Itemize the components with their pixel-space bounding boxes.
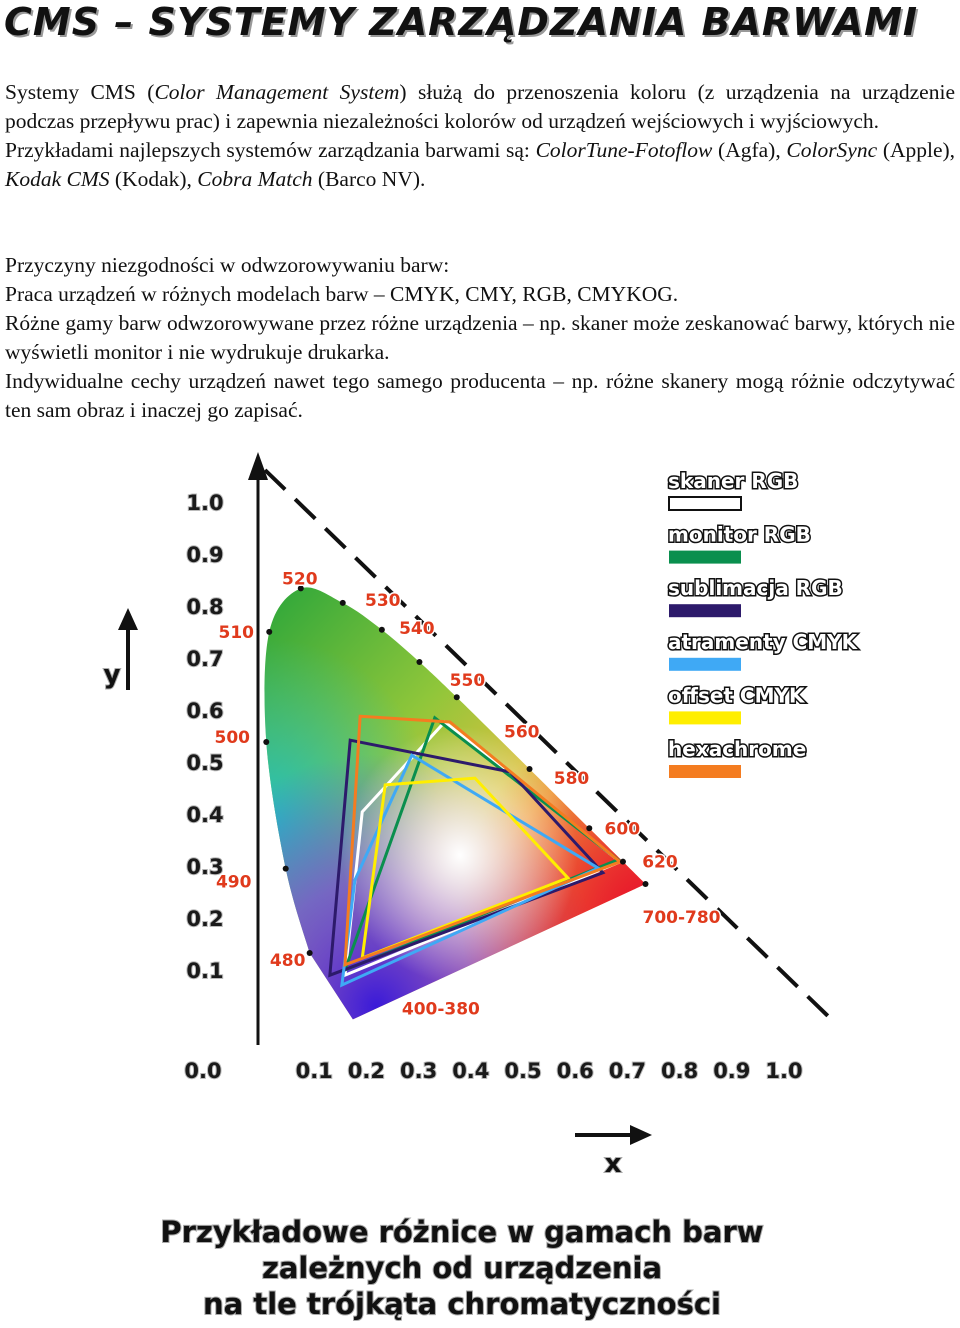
wavelength-label: 400-380 [402, 999, 480, 1019]
locus-point [453, 694, 460, 701]
arrowhead [118, 608, 138, 630]
text: Systemy CMS ( [5, 80, 155, 104]
x-label: x [605, 1149, 622, 1179]
wavelength-label: 540 [399, 619, 435, 639]
y-tick-label: 0.6 [186, 699, 223, 723]
x-tick-label: 0.9 [713, 1059, 750, 1083]
text: Color Management System [154, 80, 400, 104]
legend-label: sublimacja RGB [668, 576, 843, 600]
locus-point [297, 585, 304, 592]
locus-point [416, 659, 423, 666]
gamut [328, 738, 606, 978]
legend-label: offset CMYK [668, 683, 806, 707]
text: Przykładami najlepszych systemów zarządz… [5, 138, 530, 162]
locus-point [642, 881, 649, 888]
y-tick-label: 0.8 [186, 595, 223, 619]
wavelength-label: 580 [554, 769, 590, 789]
item: Indywidualne cechy urządzeń nawet tego s… [5, 369, 955, 422]
locus-point [282, 865, 289, 872]
gamut [340, 753, 602, 988]
intro-text: Przykładami najlepszych systemów zarządz… [5, 136, 955, 194]
caption: Przykładowe różnice w gamach barwzależny… [159, 1214, 764, 1322]
legend-swatch [668, 496, 742, 511]
dashed-line [263, 468, 834, 1022]
wavelength-label: 480 [270, 951, 306, 971]
text: ColorSync [786, 138, 878, 162]
locus-point [339, 599, 346, 606]
item: Praca urządzeń w różnych modelach barw –… [5, 282, 679, 306]
text: Cobra Match [197, 167, 313, 191]
locus-point [263, 739, 270, 746]
text: ColorTune-Fotoflow [535, 138, 713, 162]
wavelength-label: 490 [216, 873, 252, 893]
arrowhead [248, 452, 268, 480]
x-tick-label: 0.5 [504, 1059, 541, 1083]
text: (Kodak), [114, 167, 192, 191]
item: Różne gamy barw odwzorowywane przez różn… [5, 311, 955, 364]
x-tick-label: 0.2 [348, 1059, 385, 1083]
x-tick-label: 0.6 [557, 1059, 594, 1083]
y-label: y [104, 660, 121, 690]
y-tick-label: 0.4 [186, 803, 223, 827]
wavelength-label: 560 [504, 722, 540, 742]
y-tick-label: 0.2 [186, 907, 223, 931]
x-tick-label: 0.7 [609, 1059, 646, 1083]
legend-swatch [669, 657, 741, 671]
locus-point [586, 825, 593, 832]
legend-swatch [669, 604, 741, 618]
legend-label: hexachrome [668, 737, 806, 761]
wavelength-label: 500 [215, 728, 251, 748]
x-tick-label: 1.0 [765, 1059, 802, 1083]
intro-text: Systemy CMS (Color Management System) sł… [5, 78, 955, 136]
wavelength-label: 510 [219, 623, 255, 643]
caption-line: Przykładowe różnice w gamach barw [160, 1215, 763, 1249]
causes: Przyczyny niezgodności w odwzorowywaniu … [5, 251, 955, 425]
y-tick-label: 0.1 [186, 959, 223, 983]
x-tick-label: 0.8 [661, 1059, 698, 1083]
y-tick-label: 1.0 [186, 491, 223, 515]
y-tick-label: 0.7 [186, 647, 223, 671]
intro: Systemy CMS (Color Management System) sł… [5, 78, 955, 194]
title: CMS – SYSTEMY ZARZĄDZANIA BARWAMI [4, 0, 919, 44]
locus-point [526, 765, 533, 772]
x-tick-label: 0.3 [400, 1059, 437, 1083]
arrowhead [630, 1125, 652, 1145]
origin-label: 0.0 [184, 1059, 221, 1083]
locus-point [378, 626, 385, 633]
wavelength-label: 520 [282, 569, 318, 589]
legend-swatch [669, 711, 741, 725]
caption-line: na tle trójkąta chromatyczności [203, 1287, 721, 1321]
x-tick-label: 0.1 [296, 1059, 333, 1083]
text: Kodak CMS [5, 167, 110, 191]
gamut [360, 776, 571, 961]
wavelength-label: 620 [642, 853, 678, 873]
legend-label: skaner RGB [668, 469, 798, 493]
figure: y x 0.0 0.1 0.2 0.3 0.4 0.5 0.6 0.7 0.8 0.9 1.0 0.… [103, 452, 860, 1322]
wavelength-label: 550 [450, 671, 486, 691]
legend: skaner RGB monitor RGB sublimacja RGB atram… [667, 468, 860, 778]
y-tick-label: 0.9 [186, 543, 223, 567]
legend-swatch [669, 765, 741, 778]
wavelength-label: 530 [365, 591, 401, 611]
text: (Agfa), [718, 138, 781, 162]
x-tick-label: 0.4 [452, 1059, 489, 1083]
y-tick-label: 0.3 [186, 855, 223, 879]
text: ) służą do przenoszenia koloru (z urządz… [5, 80, 955, 133]
legend-label: atramenty CMYK [668, 630, 859, 654]
y-tick-label: 0.5 [186, 751, 223, 775]
locus-point [266, 628, 273, 635]
legend-label: monitor RGB [668, 523, 811, 547]
wavelength-label: 600 [605, 819, 641, 839]
text: (Barco NV). [317, 167, 426, 191]
legend-swatch [669, 550, 741, 564]
text: (Apple), [882, 138, 956, 162]
locus-point [306, 949, 313, 956]
caption-line: zależnych od urządzenia [262, 1251, 662, 1285]
heading: Przyczyny niezgodności w odwzorowywaniu … [5, 253, 450, 277]
wavelength-label: 700-780 [642, 908, 720, 928]
locus-point [619, 858, 626, 865]
